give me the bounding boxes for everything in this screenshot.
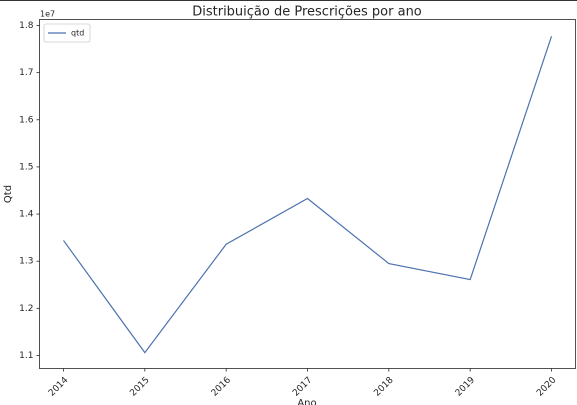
y-tick-label: 1.7	[19, 68, 33, 78]
legend-label: qtd	[71, 29, 84, 38]
x-tick-label: 2018	[372, 375, 395, 398]
y-axis-label: Qtd	[3, 185, 14, 203]
x-tick-label: 2015	[128, 375, 151, 398]
y-tick-label: 1.2	[19, 304, 33, 314]
y-tick-label: 1.1	[19, 351, 33, 361]
y-tick-label: 1.6	[19, 115, 34, 125]
x-tick-label: 2016	[210, 375, 233, 398]
x-tick-label: 2017	[291, 375, 314, 398]
y-tick-label: 1.3	[19, 257, 33, 267]
y-tick-label: 1.4	[19, 210, 34, 220]
x-tick-label: 2019	[454, 375, 477, 398]
line	[63, 36, 553, 354]
y-offset-label: 1e7	[40, 10, 55, 19]
x-axis-label: Ano	[297, 398, 316, 405]
chart-title: Distribuição de Prescrições por ano	[192, 5, 422, 20]
plot-frame	[39, 19, 576, 369]
x-tick-label: 2020	[535, 375, 558, 398]
y-tick-label: 1.5	[19, 162, 33, 172]
y-tick-label: 1.8	[19, 21, 34, 31]
legend-box	[43, 23, 91, 43]
x-tick-label: 2014	[47, 375, 70, 398]
